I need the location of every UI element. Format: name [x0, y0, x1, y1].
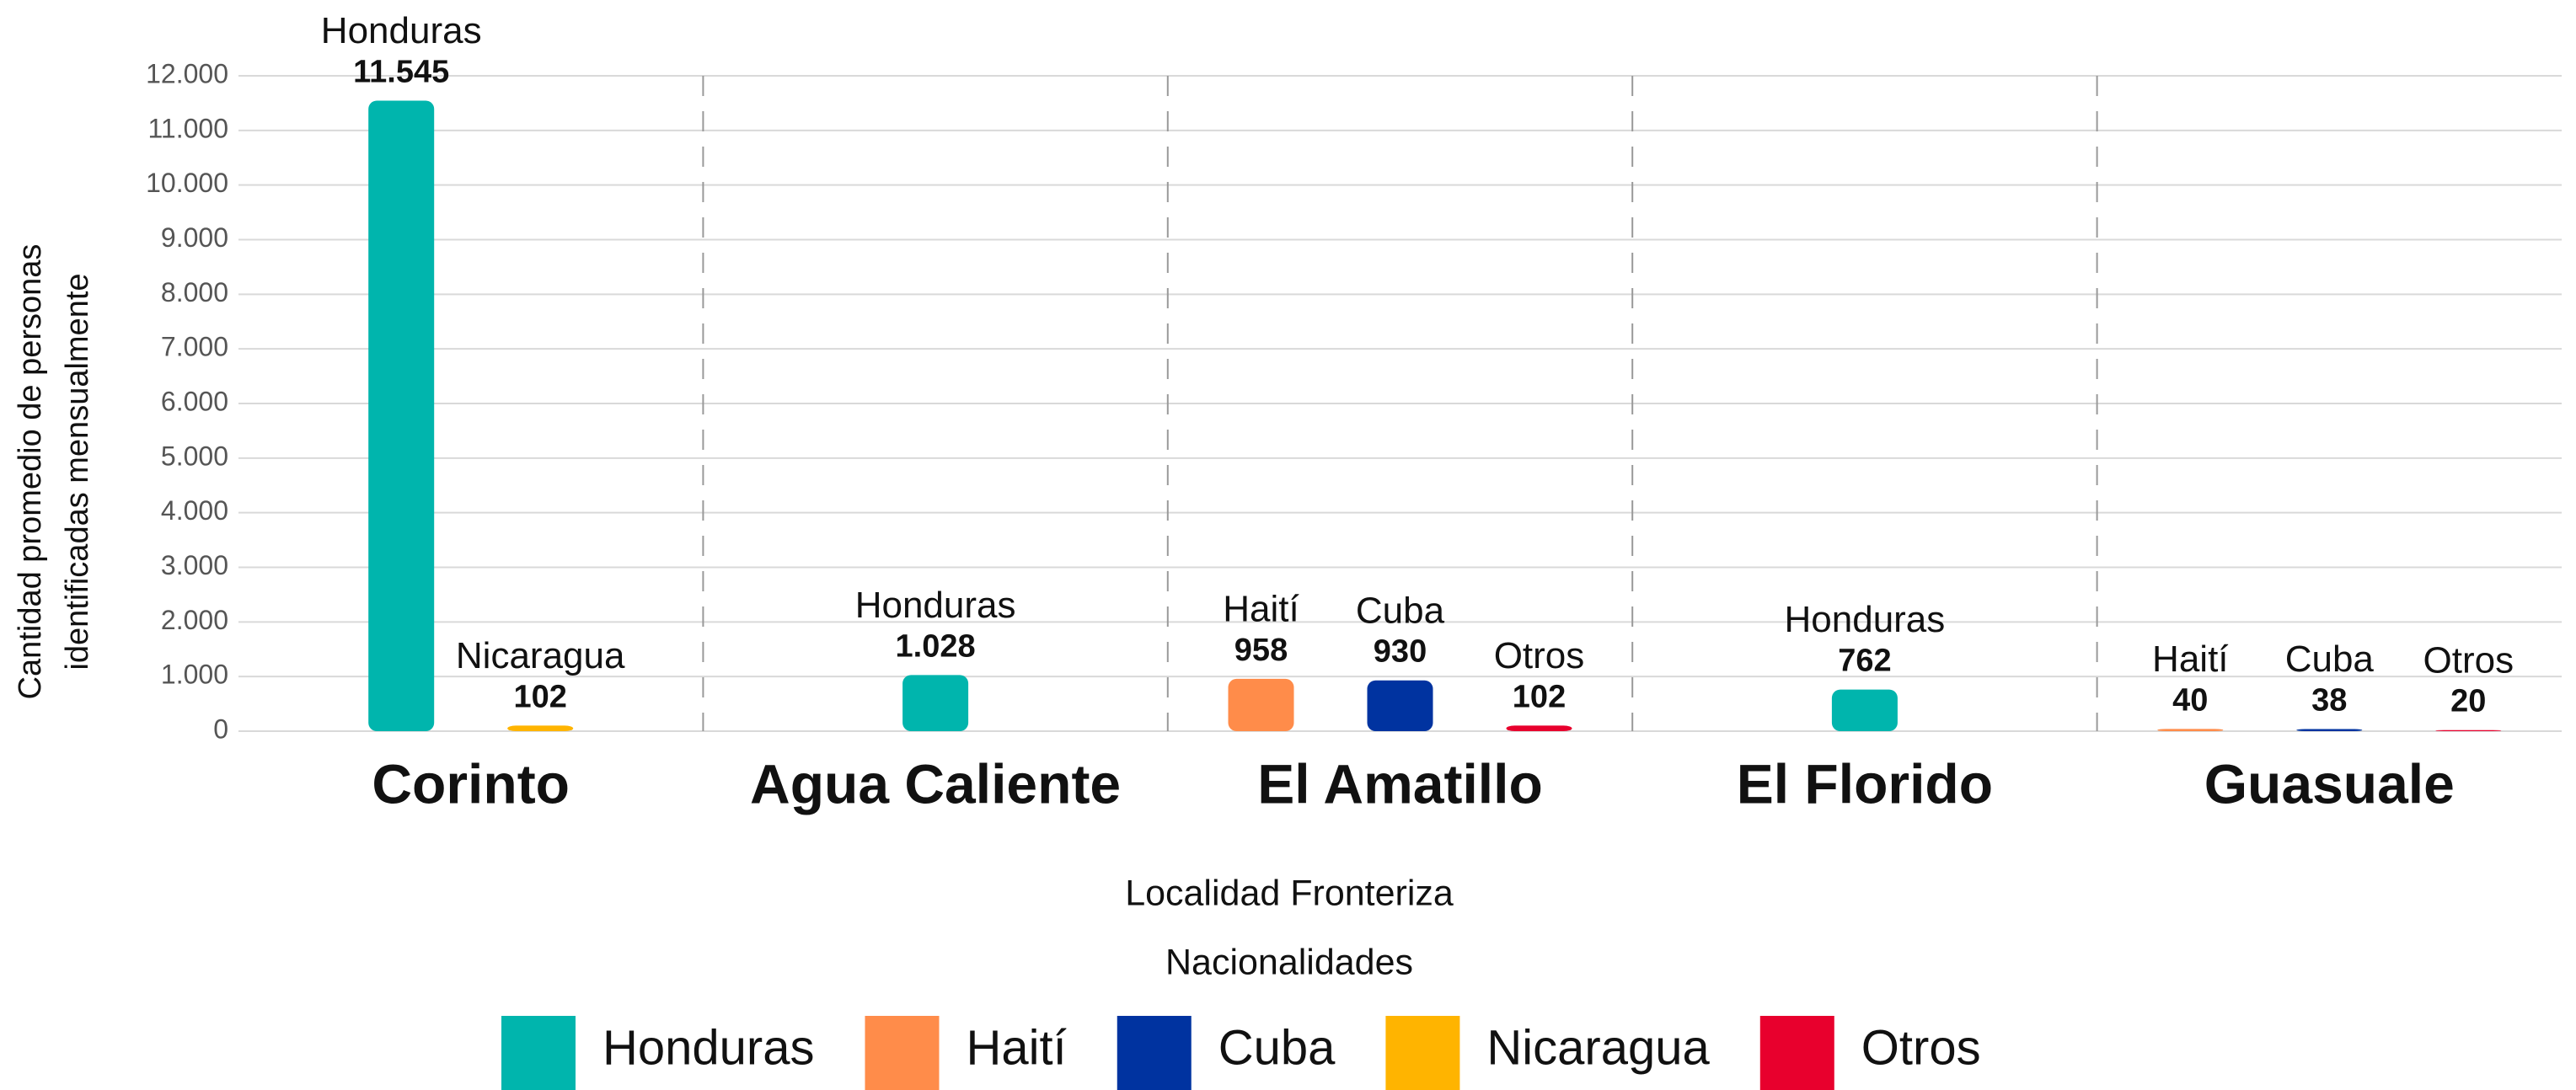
- bar: [2296, 729, 2363, 731]
- bar-category-label: Honduras: [1785, 599, 1946, 640]
- x-tick-label: El Amatillo: [1257, 752, 1543, 815]
- y-tick-label: 9.000: [161, 222, 228, 253]
- data-label: 11.545: [353, 55, 449, 90]
- y-tick-label: 1.000: [161, 660, 228, 690]
- bar: [2435, 729, 2502, 731]
- data-label: 102: [1513, 679, 1566, 714]
- legend-swatch: [501, 1016, 576, 1090]
- y-tick-label: 10.000: [146, 168, 228, 198]
- y-tick-label: 0: [213, 713, 228, 744]
- legend-label: Cuba: [1218, 1020, 1336, 1075]
- y-tick-label: 4.000: [161, 495, 228, 526]
- bar-category-label: Haití: [1223, 589, 1299, 630]
- y-tick-label: 2.000: [161, 605, 228, 635]
- legend-swatch: [1759, 1016, 1834, 1090]
- bar: [2157, 729, 2224, 731]
- data-label: 40: [2172, 682, 2208, 718]
- x-tick-label: Corinto: [372, 752, 570, 815]
- data-label: 762: [1838, 644, 1891, 679]
- legend-swatch: [865, 1016, 940, 1090]
- bar: [902, 675, 969, 731]
- bar-category-label: Cuba: [1356, 590, 1445, 631]
- bar: [1831, 689, 1898, 731]
- legend-label: Otros: [1861, 1020, 1981, 1075]
- x-axis-title: Localidad Fronteriza: [1125, 873, 1454, 913]
- bar-category-label: Honduras: [321, 10, 482, 51]
- bar: [1506, 725, 1572, 731]
- y-tick-label: 5.000: [161, 441, 228, 471]
- legend-label: Haití: [966, 1020, 1066, 1075]
- legend-swatch: [1117, 1016, 1192, 1090]
- x-tick-label: Agua Caliente: [750, 752, 1121, 815]
- bar: [1367, 680, 1433, 731]
- x-tick-label: El Florido: [1737, 752, 1993, 815]
- data-label: 102: [513, 679, 566, 714]
- y-tick-label: 7.000: [161, 332, 228, 362]
- legend-label: Honduras: [602, 1020, 814, 1075]
- bar-category-label: Haití: [2152, 639, 2229, 680]
- bar-category-label: Cuba: [2285, 639, 2375, 680]
- legend-title: Nacionalidades: [1165, 942, 1413, 982]
- data-label: 930: [1374, 634, 1427, 670]
- legend-label: Nicaragua: [1486, 1020, 1710, 1075]
- data-label: 958: [1234, 633, 1288, 668]
- data-label: 38: [2311, 683, 2347, 719]
- bar-category-label: Otros: [1494, 635, 1585, 676]
- x-tick-label: Guasuale: [2204, 752, 2455, 815]
- bar-category-label: Honduras: [855, 585, 1016, 626]
- bar: [1228, 678, 1294, 731]
- bar-category-label: Otros: [2423, 639, 2514, 681]
- y-axis-title: Cantidad promedio de personas: [13, 244, 48, 700]
- y-tick-label: 11.000: [148, 113, 229, 143]
- bar: [507, 725, 574, 731]
- data-label: 1.028: [896, 628, 976, 664]
- data-label: 20: [2450, 684, 2486, 719]
- y-tick-label: 8.000: [161, 277, 228, 307]
- bar-category-label: Nicaragua: [456, 635, 625, 676]
- y-tick-label: 3.000: [161, 550, 228, 580]
- y-tick-label: 6.000: [161, 386, 228, 416]
- y-tick-label: 12.000: [146, 58, 228, 88]
- y-axis-title: identificadas mensualmente: [60, 273, 95, 670]
- legend-swatch: [1385, 1016, 1460, 1090]
- bar: [368, 100, 435, 732]
